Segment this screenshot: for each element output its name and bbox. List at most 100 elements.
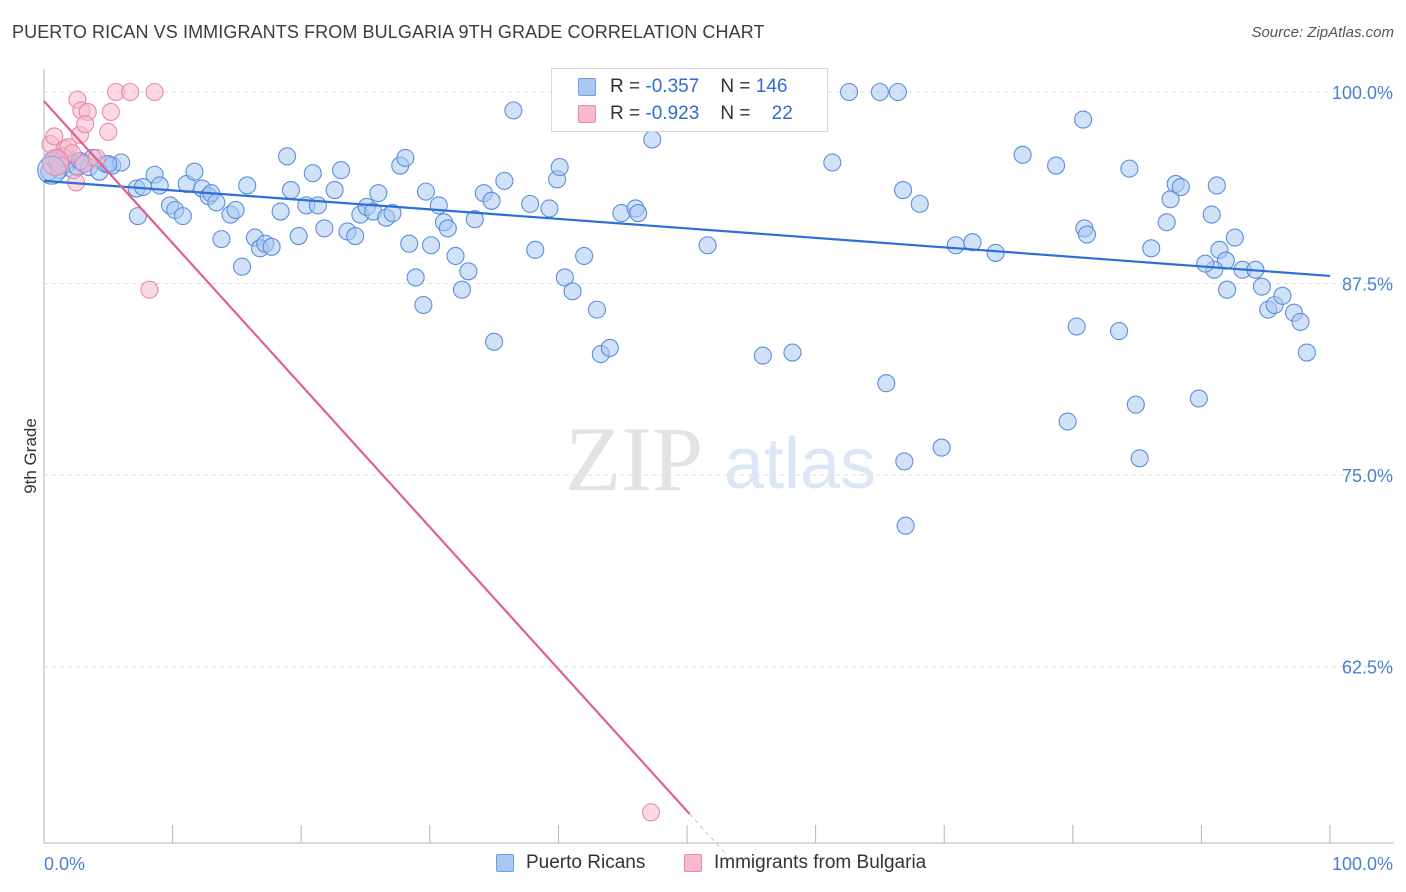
bulgaria-point	[76, 115, 95, 134]
puerto-ricans-point	[910, 194, 929, 213]
puerto-ricans-point	[895, 452, 914, 471]
bulgaria-point	[99, 122, 118, 141]
puerto-ricans-point	[315, 219, 334, 238]
puerto-ricans-point	[396, 148, 415, 167]
bulgaria-point	[121, 82, 140, 102]
puerto-ricans-point	[1077, 225, 1096, 244]
bulgaria-point	[145, 82, 164, 102]
puerto-ricans-point	[383, 204, 402, 223]
puerto-ricans-point	[406, 268, 425, 287]
puerto-ricans-point	[173, 207, 192, 226]
correlation-legend: R = -0.357 N = 146 R = -0.923 N = 22	[551, 68, 828, 132]
puerto-ricans-point	[870, 82, 889, 102]
puerto-ricans-point	[1225, 228, 1244, 247]
puerto-ricans-point	[414, 295, 433, 315]
puerto-ricans-point	[1047, 156, 1066, 175]
r-value: -0.357	[645, 76, 700, 97]
puerto-ricans-point	[1058, 412, 1077, 431]
puerto-ricans-point	[271, 202, 290, 221]
puerto-ricans-point	[877, 374, 896, 393]
puerto-ricans-point	[600, 338, 619, 357]
puerto-ricans-point	[369, 184, 388, 203]
tick-labels: 100.0% 87.5% 75.0% 62.5% 0.0% 100.0% 9th Grade	[21, 83, 1393, 874]
puerto-ricans-point	[1189, 389, 1208, 408]
chart-title: PUERTO RICAN VS IMMIGRANTS FROM BULGARIA…	[12, 22, 765, 42]
puerto-ricans-point	[1202, 205, 1221, 224]
legend-label: Immigrants from Bulgaria	[714, 852, 927, 873]
y-tick-label: 62.5%	[1342, 658, 1393, 678]
puerto-ricans-point	[232, 257, 252, 276]
puerto-ricans-point	[1252, 277, 1271, 296]
r-label: R =	[610, 103, 641, 124]
puerto-ricans-point	[698, 236, 717, 255]
puerto-ricans-point	[128, 207, 147, 226]
puerto-ricans-point	[575, 246, 594, 266]
puerto-ricans-point	[1110, 322, 1129, 341]
n-label: N =	[720, 103, 751, 124]
watermark-atlas: atlas	[724, 424, 876, 504]
chart-source: Source: ZipAtlas.com	[1251, 24, 1394, 41]
puerto-ricans-trend-line	[43, 179, 1331, 278]
puerto-ricans-point	[555, 268, 574, 287]
puerto-ricans-point	[1273, 286, 1292, 305]
puerto-ricans-point	[1196, 254, 1215, 273]
puerto-ricans-point	[278, 147, 297, 166]
puerto-ricans-point	[629, 204, 648, 223]
puerto-ricans-point	[1120, 159, 1139, 178]
puerto-ricans-point	[1067, 317, 1086, 336]
puerto-ricans-point	[150, 176, 169, 195]
puerto-ricans-point	[550, 158, 569, 177]
puerto-ricans-point	[753, 346, 772, 365]
puerto-ricans-point	[325, 181, 344, 200]
puerto-ricans-point	[1291, 312, 1310, 331]
puerto-ricans-point	[438, 219, 457, 238]
y-axis-label: 9th Grade	[21, 418, 40, 494]
legend-label: Puerto Ricans	[526, 852, 646, 873]
trend-lines	[43, 100, 1331, 855]
puerto-ricans-point	[1157, 213, 1176, 232]
bottom-legend-bulgaria: Immigrants from Bulgaria	[684, 852, 926, 874]
bulgaria-trend-extension	[689, 813, 727, 855]
puerto-ricans-point	[303, 164, 322, 183]
r-value: -0.923	[645, 103, 700, 124]
puerto-ricans-point	[207, 193, 226, 212]
bottom-legend-puerto-ricans: Puerto Ricans	[496, 852, 645, 874]
puerto-ricans-point	[459, 262, 478, 281]
puerto-ricans-point	[346, 227, 365, 246]
puerto-ricans-point	[495, 171, 514, 190]
puerto-ricans-point	[1074, 110, 1093, 129]
puerto-ricans-point	[1013, 145, 1032, 164]
puerto-ricans-point	[416, 182, 435, 201]
puerto-ricans-point	[839, 82, 859, 102]
y-tick-label: 100.0%	[1332, 83, 1393, 103]
puerto-ricans-point	[332, 161, 351, 180]
legend-swatch-pink	[578, 105, 596, 123]
puerto-ricans-point	[482, 191, 501, 210]
puerto-ricans-point	[422, 236, 441, 255]
bulgaria-trend-line	[43, 100, 691, 815]
n-label: N =	[720, 76, 751, 97]
puerto-ricans-point	[185, 162, 204, 181]
r-label: R =	[610, 76, 641, 97]
y-tick-label: 75.0%	[1342, 466, 1393, 486]
puerto-ricans-point	[986, 243, 1005, 262]
bulgaria-point	[42, 148, 70, 177]
watermark-zip: ZIP	[565, 408, 703, 510]
bulgaria-point	[641, 803, 661, 822]
bulgaria-point	[101, 102, 120, 121]
puerto-ricans-point	[281, 181, 300, 200]
puerto-ricans-point	[262, 237, 281, 256]
puerto-ricans-point	[1142, 239, 1161, 258]
legend-swatch-blue	[578, 78, 596, 96]
puerto-ricans-point	[1297, 343, 1316, 362]
puerto-ricans-point	[1171, 177, 1190, 197]
puerto-ricans-point	[238, 176, 257, 195]
legend-swatch-blue	[496, 854, 514, 872]
puerto-ricans-point	[1218, 280, 1237, 299]
puerto-ricans-point	[526, 240, 545, 259]
puerto-ricans-point	[504, 101, 523, 120]
puerto-ricans-point	[521, 194, 540, 213]
axes	[43, 69, 1394, 844]
puerto-ricans-point	[400, 234, 419, 253]
